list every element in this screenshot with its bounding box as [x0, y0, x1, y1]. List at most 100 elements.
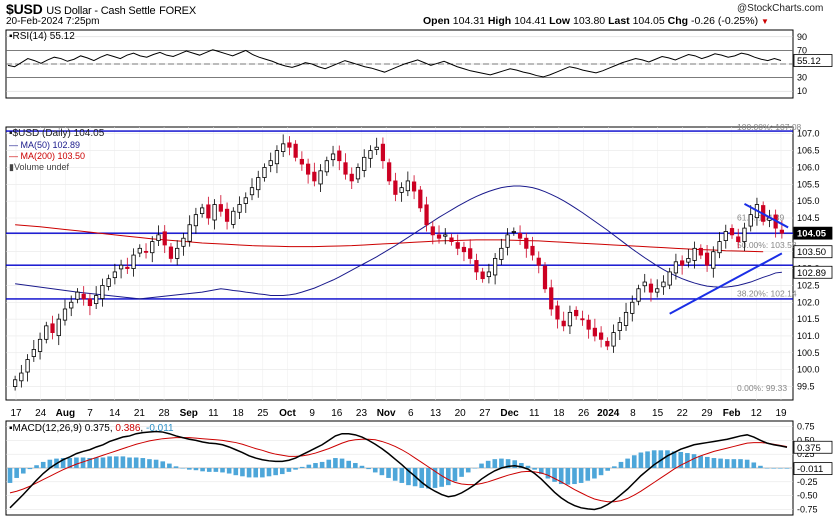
- price-tick-label: 104.5: [797, 213, 820, 223]
- x-tick-label: 28: [159, 408, 171, 419]
- symbol: $USD: [6, 1, 43, 17]
- candle-body: [87, 298, 93, 307]
- macd-histogram-bar: [193, 468, 199, 471]
- macd-histogram-bar: [658, 450, 664, 468]
- price-tick-label: 99.5: [797, 382, 815, 392]
- candle-body: [118, 264, 124, 270]
- candle-body: [330, 153, 336, 161]
- candle-body: [499, 247, 504, 260]
- macd-histogram-bar: [147, 459, 152, 468]
- candle-body: [62, 308, 68, 321]
- price-tick-label: 102.5: [797, 280, 820, 290]
- macd-histogram-bar: [778, 468, 783, 469]
- macd-last-tag: [793, 462, 833, 476]
- macd-histogram-bar: [691, 454, 697, 468]
- macd-histogram-bar: [20, 468, 26, 474]
- macd-histogram-bar: [379, 468, 385, 476]
- candle-body: [424, 204, 429, 226]
- candle-body: [648, 283, 654, 293]
- macd-histogram-bar: [465, 468, 471, 473]
- candle-body: [767, 217, 772, 221]
- ma200-line: [15, 224, 764, 253]
- macd-legend-part: -0.011: [146, 423, 174, 434]
- macd-histogram-bar: [671, 451, 677, 468]
- candle-body: [50, 323, 55, 333]
- macd-histogram-bar: [120, 456, 126, 468]
- x-tick-label: 25: [257, 408, 269, 419]
- x-tick-label: 16: [331, 408, 343, 419]
- rsi-last-value: 55.12: [797, 56, 821, 67]
- candle-body: [156, 234, 161, 241]
- candle-body: [387, 162, 392, 182]
- rsi-line: [7, 49, 782, 78]
- macd-histogram-bar: [107, 456, 112, 468]
- candle-body: [13, 379, 18, 387]
- macd-histogram-bar: [618, 461, 624, 468]
- candle-body: [574, 309, 579, 317]
- x-tick-label: Aug: [56, 408, 75, 419]
- price-tick-label: 105.0: [797, 196, 820, 206]
- macd-histogram-bar: [738, 459, 743, 468]
- rsi-tick-label: 10: [797, 86, 807, 96]
- macd-histogram-bar: [638, 452, 644, 468]
- macd-legend: ▪MACD(12,26,9) 0.375, 0.386, -0.011: [9, 423, 174, 434]
- macd-histogram-bar: [678, 451, 684, 468]
- macd-histogram-bar: [432, 468, 438, 488]
- x-tick-label: 11: [529, 408, 540, 419]
- macd-histogram-bar: [87, 458, 92, 468]
- macd-histogram-bar: [705, 456, 710, 468]
- x-tick-label: 21: [134, 408, 146, 419]
- candle-body: [25, 359, 30, 373]
- macd-histogram-bar: [625, 458, 630, 468]
- macd-histogram-bar: [279, 468, 285, 475]
- candle-body: [505, 234, 510, 248]
- x-tick-label: Dec: [500, 408, 519, 419]
- macd-histogram-bar: [685, 453, 690, 468]
- candle-body: [231, 210, 236, 225]
- candle-body: [243, 197, 248, 204]
- last-label: Last: [608, 15, 630, 27]
- x-tick-label: 18: [553, 408, 565, 419]
- macd-tick-label: 0.25: [797, 449, 815, 459]
- rsi-overbought-fill: [210, 49, 216, 51]
- fib-label: 50.00%: 103.58: [737, 240, 797, 250]
- candle-body: [274, 150, 280, 165]
- macd-histogram-bar: [260, 468, 265, 478]
- price-tick-label: 103.5: [797, 247, 820, 257]
- macd-legend-part: 0.386: [115, 423, 140, 434]
- candle-body: [443, 234, 448, 237]
- macd-histogram-bar: [153, 459, 159, 468]
- macd-histogram-bar: [226, 468, 232, 474]
- candle-body: [168, 246, 174, 259]
- macd-histogram-bar: [339, 458, 345, 468]
- candle-body: [249, 187, 255, 196]
- macd-histogram-bar: [485, 460, 491, 468]
- x-tick-label: 20: [455, 408, 467, 419]
- macd-histogram-bar: [472, 468, 478, 469]
- candle-body: [393, 180, 398, 195]
- macd-histogram-bar: [286, 468, 292, 472]
- macd-histogram-bar: [399, 468, 405, 483]
- x-tick-label: 9: [309, 408, 315, 419]
- candle-body: [586, 319, 591, 330]
- x-tick-label: 11: [208, 408, 219, 419]
- candle-body: [131, 254, 136, 269]
- down-arrow-icon: ▼: [761, 17, 769, 26]
- fib-label: 38.20%: 102.14: [737, 289, 797, 299]
- macd-histogram-bar: [74, 457, 79, 468]
- rsi-tick-label: 50: [797, 59, 807, 69]
- macd-histogram-bar: [14, 468, 19, 478]
- candle-body: [299, 158, 304, 165]
- macd-histogram-bar: [60, 458, 66, 468]
- macd-histogram-bar: [266, 468, 272, 477]
- candle-body: [655, 288, 660, 293]
- ohlc-bar: Open 104.31 High 104.41 Low 103.80 Last …: [423, 15, 769, 27]
- symbol-title: $USD US Dollar - Cash Settle FOREX: [6, 1, 196, 17]
- macd-histogram-bar: [133, 457, 139, 468]
- macd-histogram-bar: [40, 461, 46, 468]
- macd-histogram-bar: [512, 460, 518, 468]
- candle-body: [81, 293, 86, 300]
- candle-body: [293, 143, 298, 158]
